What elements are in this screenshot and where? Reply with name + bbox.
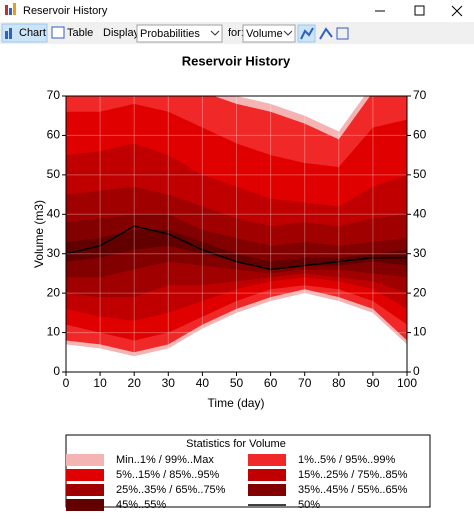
chart-icon [5, 31, 8, 39]
legend-swatch [66, 469, 104, 481]
legend-swatch [248, 469, 286, 481]
x-tick-label: 0 [63, 376, 70, 390]
legend-label: 1%..5% / 95%..99% [298, 454, 395, 466]
median-line [66, 225, 407, 271]
legend-label: 25%..35% / 65%..75% [116, 484, 226, 496]
legend-title: Statistics for Volume [186, 438, 286, 450]
legend-label: Min..1% / 99%..Max [116, 454, 214, 466]
legend-label: 15%..25% / 75%..85% [298, 469, 408, 481]
x-tick-label: 100 [397, 376, 417, 390]
y2-tick-label: 0 [413, 364, 420, 378]
x-tick-label: 30 [162, 376, 176, 390]
toolbar [0, 22, 474, 44]
chart-icon [9, 28, 12, 39]
display-label: Display: [103, 27, 142, 39]
window-title: Reservoir History [23, 5, 108, 17]
y-tick-label: 50 [47, 167, 61, 181]
band [66, 230, 407, 270]
x-tick-label: 10 [93, 376, 107, 390]
y-tick-label: 40 [47, 206, 61, 220]
x-axis-label: Time (day) [208, 396, 265, 410]
legend-label: 45%..55% [116, 499, 166, 511]
title-bar [0, 0, 474, 22]
display-select[interactable] [136, 24, 223, 43]
legend-label: 50% [298, 499, 320, 511]
table-icon [51, 26, 65, 39]
x-tick-label: 50 [230, 376, 244, 390]
app-icon [9, 8, 12, 15]
legend-swatch [66, 454, 104, 466]
for-select[interactable] [242, 24, 296, 43]
y-tick-label: 10 [47, 325, 61, 339]
y-tick-label: 0 [53, 364, 60, 378]
x-tick-label: 70 [298, 376, 312, 390]
legend-swatch [248, 454, 286, 466]
tool-icon [300, 27, 314, 40]
dropdown-arrow [210, 30, 220, 36]
app-icon [13, 3, 16, 15]
y-tick-label: 20 [47, 285, 61, 299]
x-tick-label: 20 [128, 376, 142, 390]
x-tick-label: 40 [196, 376, 210, 390]
close-button[interactable] [451, 5, 463, 17]
y-tick-label: 60 [47, 128, 61, 142]
legend-label: 35%..45% / 55%..65% [298, 484, 408, 496]
chart-button[interactable] [1, 23, 48, 43]
tool-button[interactable] [319, 27, 333, 40]
y-axis-label: Volume (m3) [32, 200, 46, 268]
display-value[interactable]: Probabilities [140, 28, 200, 40]
x-tick-label: 80 [332, 376, 346, 390]
chart-title: Reservoir History [182, 53, 291, 68]
app-icon [5, 5, 8, 15]
legend-swatch [66, 499, 104, 511]
maximize-button[interactable] [414, 5, 425, 16]
y2-tick-label: 60 [413, 128, 427, 142]
tool-button[interactable] [336, 27, 349, 40]
y2-tick-label: 20 [413, 285, 427, 299]
y2-tick-label: 40 [413, 206, 427, 220]
x-tick-label: 60 [264, 376, 278, 390]
x-tick-label: 90 [366, 376, 380, 390]
y-tick-label: 70 [47, 88, 61, 102]
for-value[interactable]: Volume [246, 28, 283, 40]
y2-tick-label: 10 [413, 325, 427, 339]
dropdown-arrow [283, 30, 293, 36]
y2-tick-label: 50 [413, 167, 427, 181]
y2-tick-label: 70 [413, 88, 427, 102]
chart-button-label[interactable]: Chart [19, 27, 46, 39]
legend-swatch [66, 484, 104, 496]
y2-tick-label: 30 [413, 246, 427, 260]
legend-swatch [248, 484, 286, 496]
y-tick-label: 30 [47, 246, 61, 260]
plot-area [66, 96, 407, 357]
legend-label: 5%..15% / 85%..95% [116, 469, 220, 481]
table-button-label[interactable]: Table [67, 27, 93, 39]
for-label: for: [228, 27, 244, 39]
